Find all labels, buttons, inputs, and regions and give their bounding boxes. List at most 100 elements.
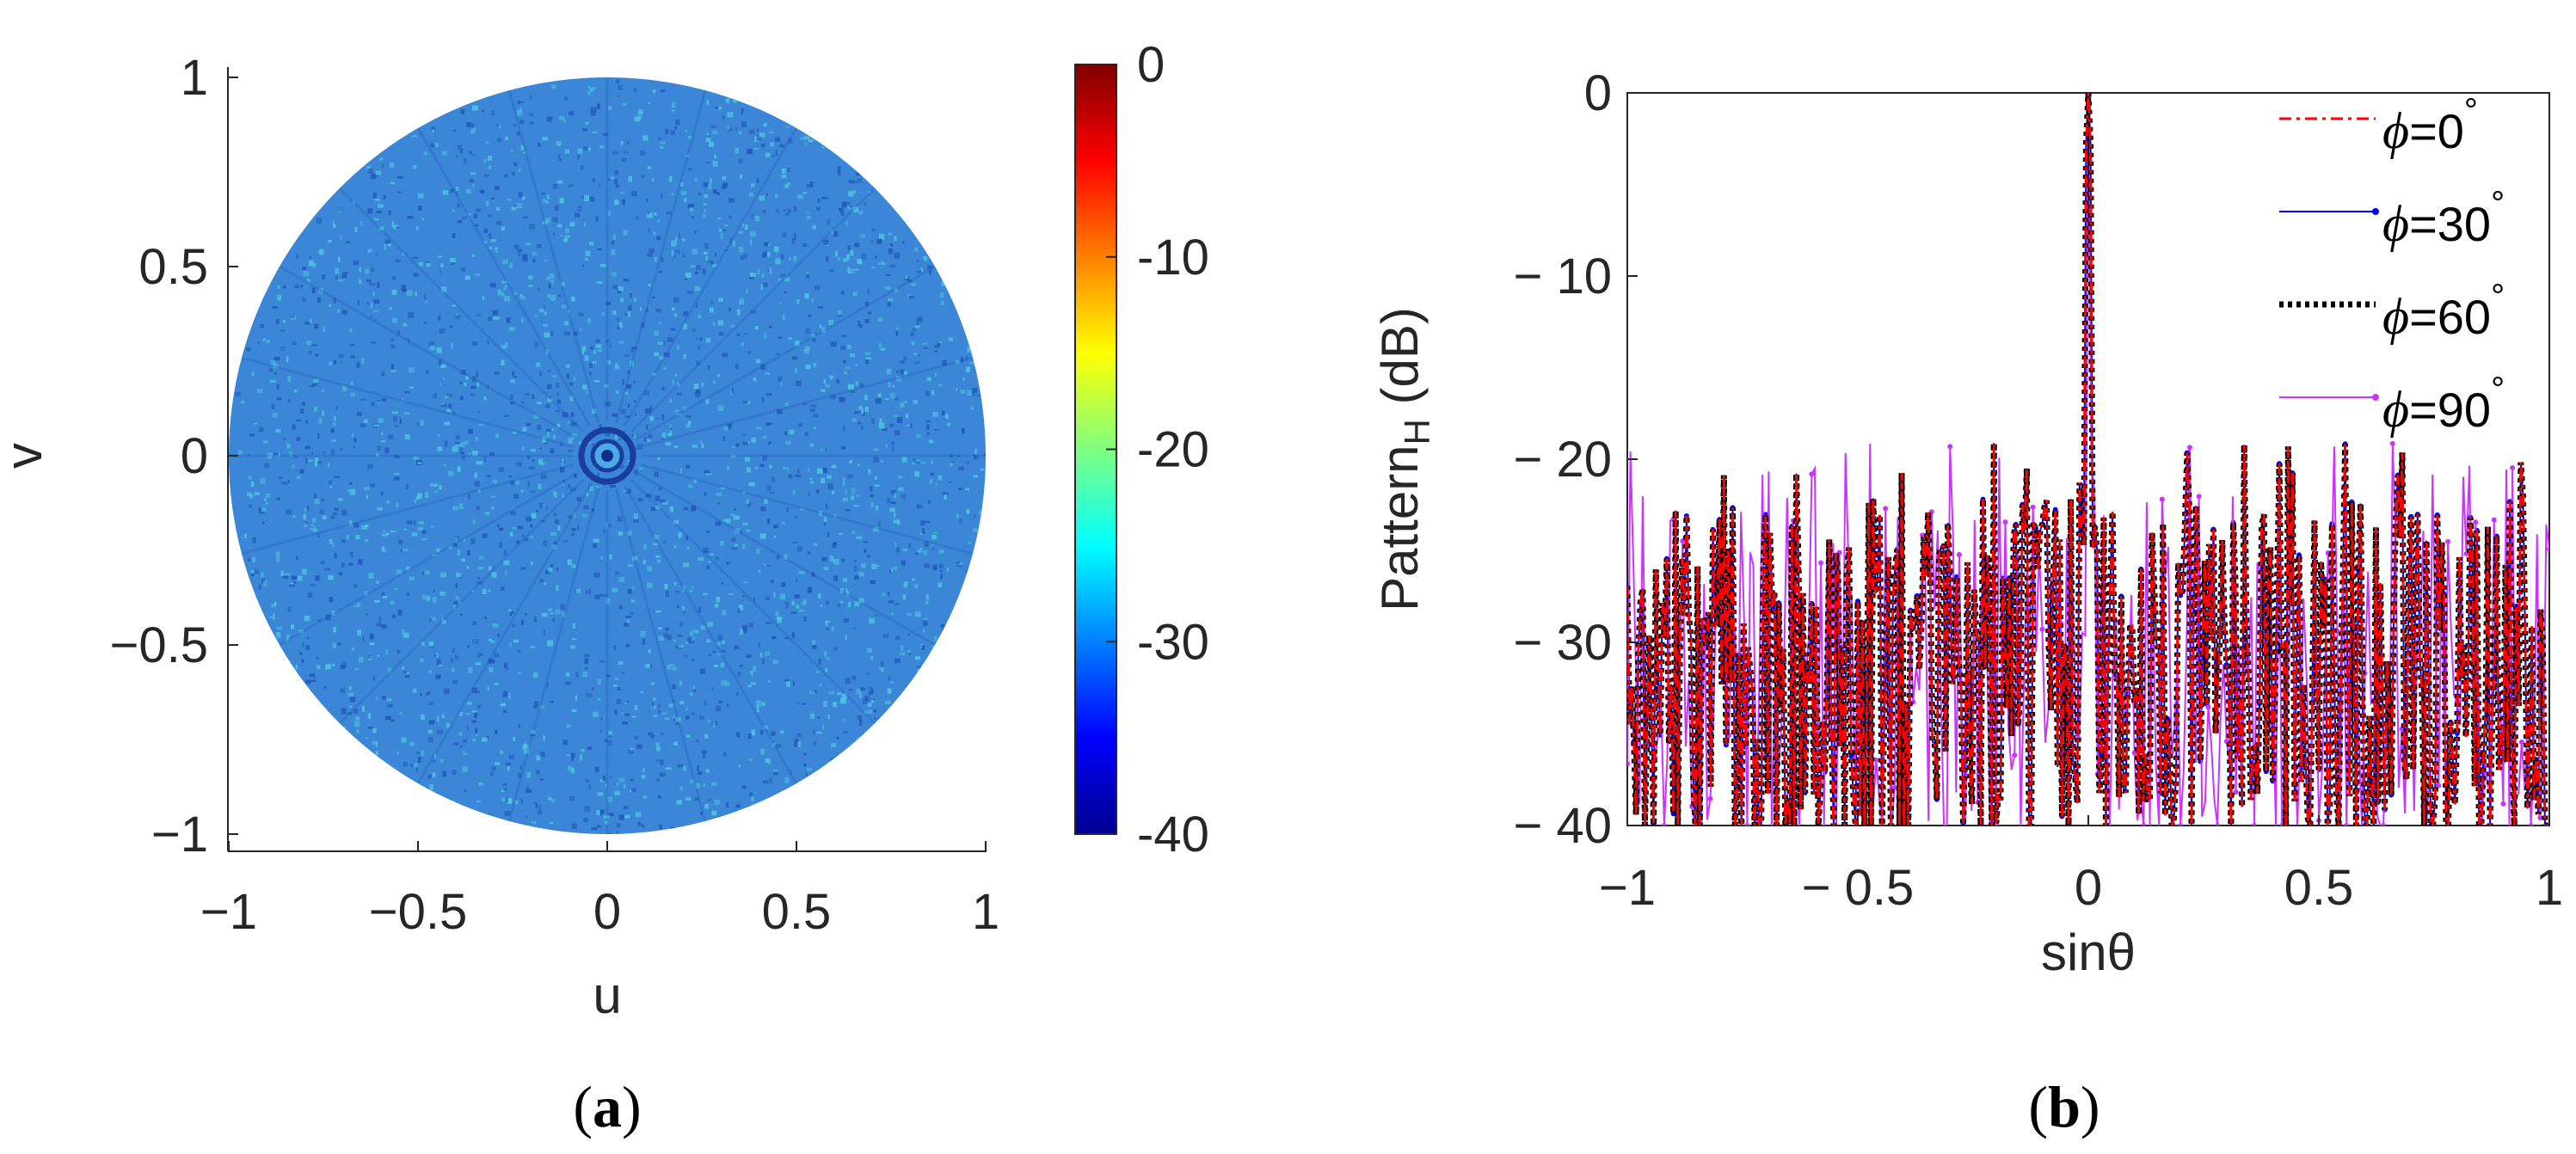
heatmap-speckle [933,635,938,641]
heatmap-speckle [766,423,773,426]
heatmap-speckle [908,543,912,549]
heatmap-speckle [406,520,413,525]
heatmap-speckle [411,135,417,138]
heatmap-speckle [788,138,793,144]
y-tick-label: 1 [181,50,208,106]
heatmap-speckle [527,481,530,487]
heatmap-speckle [311,287,316,293]
heatmap-speckle [501,359,505,365]
heatmap-speckle [381,371,385,377]
heatmap-speckle [634,88,636,93]
heatmap-speckle [494,653,499,658]
heatmap-speckle [677,764,684,768]
heatmap-speckle [641,175,645,178]
series-point [2030,504,2036,510]
heatmap-speckle [483,159,487,163]
heatmap-speckle [330,515,335,519]
heatmap-speckle [249,505,252,508]
heatmap-speckle [626,141,630,145]
heatmap-speckle [648,648,651,654]
heatmap-speckle [595,216,599,222]
heatmap-speckle [721,649,727,653]
heatmap-speckle [641,775,646,779]
heatmap-speckle [484,616,487,620]
heatmap-speckle [292,424,296,430]
heatmap-speckle [870,697,875,701]
heatmap-speckle [680,182,684,187]
heatmap-speckle [367,169,373,174]
heatmap-speckle [560,281,565,286]
heatmap-speckle [334,476,340,478]
heatmap-speckle [654,471,659,477]
heatmap-speckle [354,721,360,727]
heatmap-speckle [478,556,484,560]
heatmap-speckle [362,636,365,641]
heatmap-speckle [973,514,976,518]
heatmap-speckle [825,668,828,672]
heatmap-speckle [767,269,770,272]
heatmap-speckle [883,262,886,266]
heatmap-speckle [792,489,796,495]
heatmap-speckle [936,482,938,486]
heatmap-speckle [498,527,504,531]
heatmap-speckle [894,513,896,518]
heatmap-speckle [327,463,329,468]
heatmap-speckle [414,763,418,768]
heatmap-speckle [289,584,296,587]
heatmap-speckle [470,172,476,175]
heatmap-speckle [618,577,625,582]
heatmap-speckle [876,239,882,245]
heatmap-speckle [796,605,800,609]
heatmap-speckle [932,645,938,648]
heatmap-speckle [347,692,354,697]
heatmap-speckle [450,261,455,265]
heatmap-speckle [679,468,683,474]
heatmap-speckle [820,448,826,451]
heatmap-speckle [396,226,400,230]
heatmap-speckle [263,440,268,444]
heatmap-speckle [717,502,721,505]
heatmap-speckle [642,768,645,773]
heatmap-speckle [859,692,862,698]
heatmap-speckle [393,416,397,422]
heatmap-speckle [252,556,255,562]
heatmap-speckle [849,460,852,463]
heatmap-speckle [655,505,661,510]
heatmap-speckle [894,287,898,293]
heatmap-speckle [851,675,857,680]
heatmap-speckle [845,678,851,684]
heatmap-speckle [515,479,520,486]
heatmap-speckle [390,719,395,722]
heatmap-speckle [453,605,456,610]
heatmap-speckle [432,772,436,777]
heatmap-speckle [647,566,652,572]
heatmap-speckle [468,494,470,500]
heatmap-speckle [659,825,662,830]
heatmap-speckle [353,261,359,266]
heatmap-spoke [640,356,974,449]
heatmap-speckle [923,255,928,261]
heatmap-speckle [330,439,337,442]
heatmap-speckle [375,453,379,457]
heatmap-speckle [610,176,615,180]
heatmap-speckle [645,309,649,313]
heatmap-speckle [704,208,706,213]
heatmap-speckle [797,423,802,427]
heatmap-speckle [299,285,304,288]
heatmap-speckle [493,314,498,320]
heatmap-speckle [350,393,356,397]
heatmap-speckle [916,666,921,670]
heatmap-speckle [295,665,298,670]
heatmap-speckle [742,625,747,630]
heatmap-speckle [464,440,469,445]
heatmap-speckle [862,698,868,704]
heatmap-speckle [374,599,380,603]
heatmap-speckle [305,645,310,651]
heatmap-speckle [836,378,839,384]
heatmap-speckle [751,213,753,220]
heatmap-speckle [708,719,711,722]
heatmap-speckle [668,703,673,708]
heatmap-speckle [420,658,424,663]
heatmap-speckle [683,323,687,329]
heatmap-speckle [354,438,357,443]
